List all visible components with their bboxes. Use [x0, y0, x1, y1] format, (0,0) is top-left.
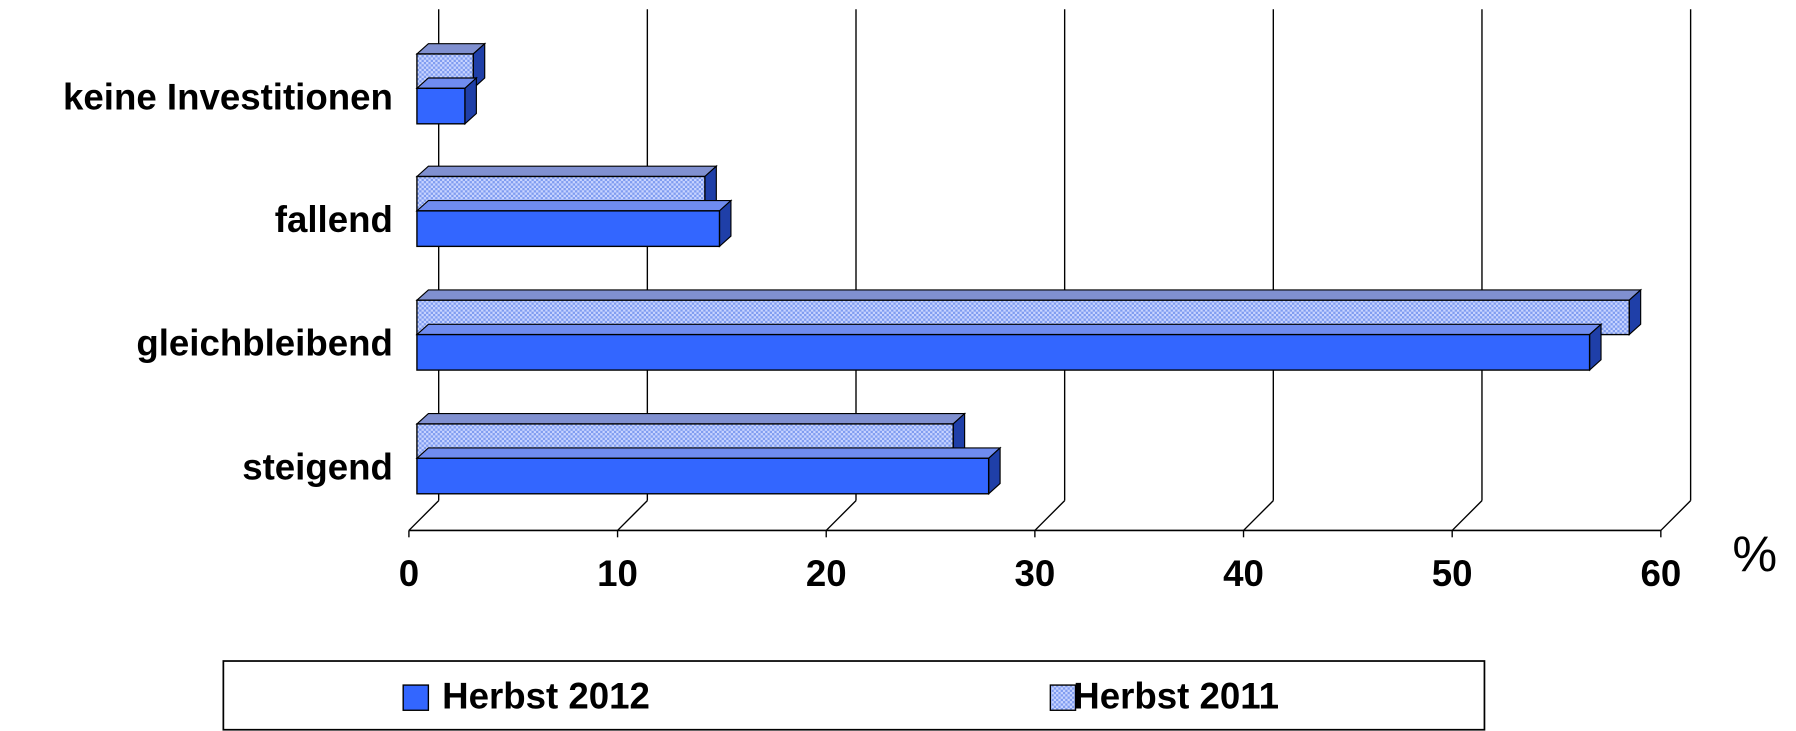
legend-swatch: [402, 684, 430, 711]
x-tick-label: 0: [399, 553, 419, 594]
tick-mark: [1660, 500, 1692, 531]
tick-mark: [1243, 500, 1274, 531]
x-tick-label: 50: [1432, 553, 1473, 594]
bar-face: [415, 413, 967, 425]
legend-label: Herbst 2011: [1073, 676, 1279, 717]
bar-face: [415, 323, 1603, 336]
y-tick-label: keine Investitionen: [63, 76, 393, 117]
x-tick-label: 20: [806, 553, 847, 594]
bar-face: [416, 87, 466, 125]
bar-face: [416, 457, 990, 495]
bar: [415, 199, 733, 248]
legend: [222, 660, 1486, 731]
y-tick-label: steigend: [242, 446, 393, 487]
x-tick-label: 60: [1640, 553, 1681, 594]
bar-face: [415, 289, 1643, 301]
bar: [415, 322, 1603, 372]
bar-face: [416, 333, 1591, 371]
x-tick-label: 10: [597, 553, 638, 594]
bar: [415, 76, 478, 126]
tick-mark: [617, 500, 648, 531]
x-axis-label: %: [1732, 525, 1777, 582]
legend-swatch: [1049, 684, 1077, 711]
bar-face: [415, 447, 1002, 459]
x-tick-label: 40: [1223, 553, 1264, 594]
bar-face: [416, 210, 721, 248]
bar: [415, 446, 1002, 496]
tick-mark: [1034, 500, 1066, 531]
bar-face: [415, 199, 733, 212]
bar-face: [415, 165, 718, 178]
x-tick-label: 30: [1014, 553, 1055, 594]
legend-label: Herbst 2012: [442, 676, 650, 717]
y-tick-label: fallend: [275, 199, 393, 240]
tick-mark: [825, 500, 857, 531]
tick-mark: [1451, 500, 1483, 531]
bar: [415, 164, 718, 213]
y-tick-label: gleichbleibend: [136, 323, 393, 364]
tick-mark: [408, 500, 440, 531]
